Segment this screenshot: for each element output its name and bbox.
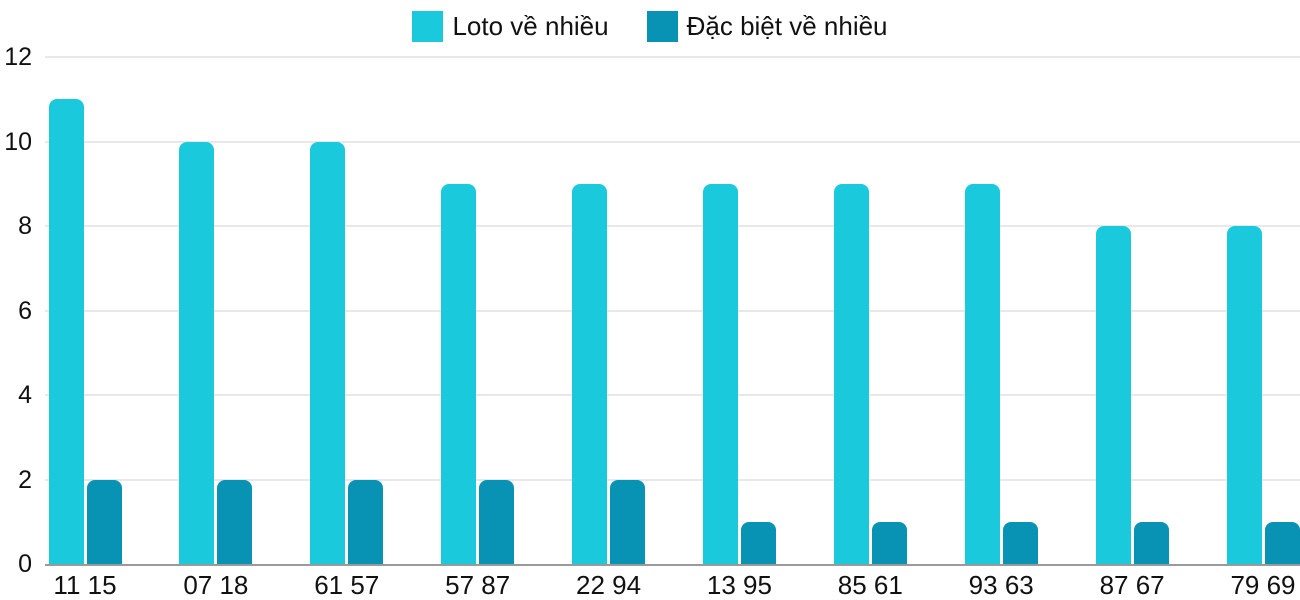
bar-dac-biet-ve-nhieu[interactable] <box>86 479 122 564</box>
y-axis-tick-label: 6 <box>18 296 32 325</box>
x-axis-category-label: 85 61 <box>837 570 903 600</box>
legend-item-loto: Loto về nhiều <box>412 11 609 42</box>
bar-loto-ve-nhieu[interactable] <box>1226 226 1262 564</box>
x-axis-category-label: 61 57 <box>314 570 380 600</box>
legend-swatch-dac-biet <box>646 11 678 42</box>
bar-dac-biet-ve-nhieu[interactable] <box>1264 521 1300 564</box>
bar-dac-biet-ve-nhieu[interactable] <box>871 521 907 564</box>
x-axis-category-label: 22 94 <box>576 570 642 600</box>
y-axis-tick-label: 12 <box>4 43 32 71</box>
y-axis-tick-label: 2 <box>18 465 32 494</box>
bar-dac-biet-ve-nhieu[interactable] <box>217 479 253 564</box>
bar-dac-biet-ve-nhieu[interactable] <box>348 479 384 564</box>
legend-item-dac-biet: Đặc biệt về nhiều <box>646 11 888 42</box>
bar-loto-ve-nhieu[interactable] <box>702 183 738 564</box>
x-axis-line <box>45 564 1300 566</box>
x-axis-category-label: 93 63 <box>968 570 1034 600</box>
bar-loto-ve-nhieu[interactable] <box>1095 226 1131 564</box>
gridline <box>45 478 1300 481</box>
y-axis-tick-label: 4 <box>18 381 32 409</box>
bar-loto-ve-nhieu[interactable] <box>964 183 1000 564</box>
bar-loto-ve-nhieu[interactable] <box>310 141 346 564</box>
bar-loto-ve-nhieu[interactable] <box>833 183 869 564</box>
y-axis-tick-label: 8 <box>18 212 32 240</box>
bar-loto-ve-nhieu[interactable] <box>179 141 215 564</box>
bar-loto-ve-nhieu[interactable] <box>572 183 608 564</box>
legend: Loto về nhiều Đặc biệt về nhiều <box>0 11 1300 42</box>
bar-dac-biet-ve-nhieu[interactable] <box>1133 521 1169 564</box>
legend-label-dac-biet: Đặc biệt về nhiều <box>686 11 888 41</box>
bar-dac-biet-ve-nhieu[interactable] <box>610 479 646 564</box>
bar-loto-ve-nhieu[interactable] <box>441 183 477 564</box>
gridline <box>45 56 1300 58</box>
bar-dac-biet-ve-nhieu[interactable] <box>479 479 515 564</box>
x-axis-category-label: 87 67 <box>1099 570 1165 600</box>
y-axis-tick-label: 10 <box>4 127 32 156</box>
legend-label-loto: Loto về nhiều <box>452 11 609 41</box>
x-axis-category-label: 07 18 <box>183 570 249 600</box>
bar-loto-ve-nhieu[interactable] <box>48 99 84 564</box>
gridline <box>45 140 1300 143</box>
bar-dac-biet-ve-nhieu[interactable] <box>1002 521 1038 564</box>
x-axis-category-label: 13 95 <box>706 570 772 600</box>
gridline <box>45 394 1300 396</box>
x-axis-category-label: 11 15 <box>53 570 117 600</box>
x-axis-category-label: 79 69 <box>1230 570 1296 600</box>
gridline <box>45 309 1300 312</box>
bar-dac-biet-ve-nhieu[interactable] <box>740 521 776 564</box>
x-axis-category-label: 57 87 <box>445 570 511 600</box>
legend-swatch-loto <box>412 11 444 42</box>
gridline <box>45 225 1300 227</box>
y-axis-tick-label: 0 <box>18 550 32 578</box>
